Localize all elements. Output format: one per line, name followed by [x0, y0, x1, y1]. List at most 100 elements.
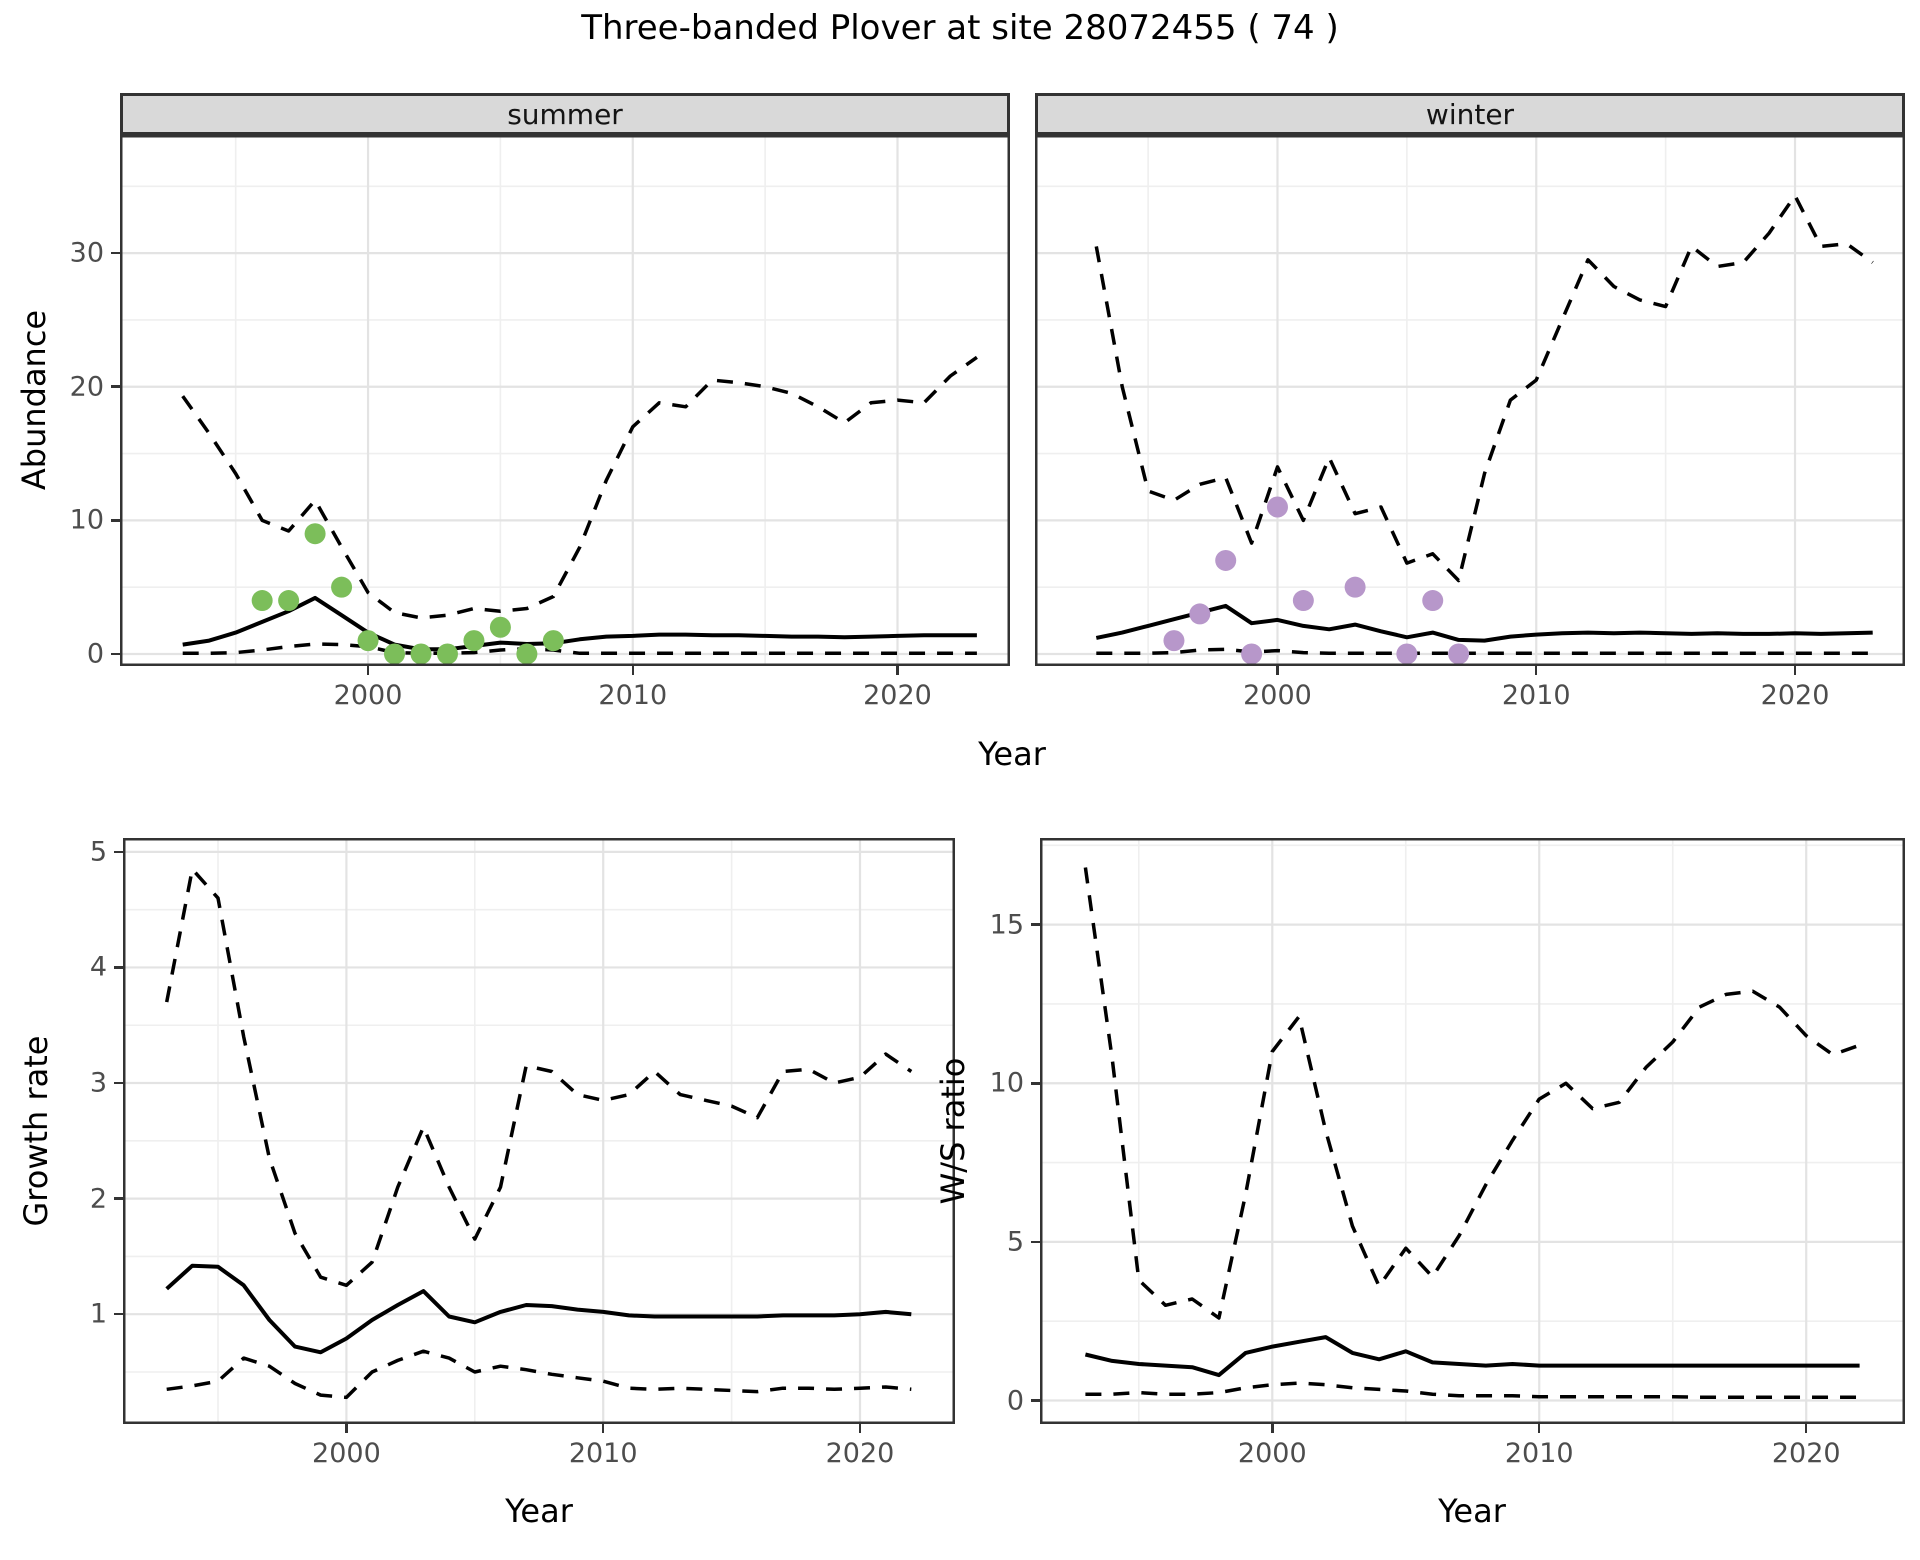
x-axis-tick-label: 2020 — [1771, 1438, 1841, 1469]
y-axis-tick-label: 4 — [89, 951, 107, 983]
x-axis-tick — [858, 1424, 862, 1433]
series-upper_CI-ws_ratio — [1083, 867, 1861, 1320]
data-point-winter — [1448, 643, 1470, 665]
x-axis-tick-label: 2000 — [333, 680, 403, 711]
x-axis-tick — [1793, 666, 1797, 675]
y-axis-tick — [114, 1197, 123, 1200]
y-axis-tick-label: 5 — [1006, 1226, 1024, 1258]
y-axis-tick-label: 3 — [89, 1067, 107, 1099]
y-axis-tick — [1031, 1082, 1040, 1085]
y-axis-title-growth-rate: Growth rate — [17, 1035, 55, 1227]
y-axis-tick-label: 1 — [89, 1298, 107, 1330]
data-point-summer — [384, 643, 406, 665]
x-axis-title-year-ws: Year — [1438, 1492, 1506, 1530]
facet-strip-summer: summer — [120, 93, 1010, 135]
y-axis-title-ws-ratio: W/S ratio — [934, 1057, 972, 1205]
y-axis-tick — [111, 385, 120, 388]
y-axis-tick — [1031, 923, 1040, 926]
facet-strip-summer-label: summer — [507, 97, 623, 131]
series-upper_CI-winter — [1094, 193, 1874, 583]
data-point-winter — [1422, 590, 1444, 612]
panel-ws-ratio — [1040, 838, 1905, 1424]
x-axis-tick-label: 2020 — [1760, 680, 1830, 711]
y-axis-tick-label: 15 — [989, 909, 1024, 941]
y-axis-title-abundance: Abundance — [15, 309, 53, 491]
x-axis-tick-label: 2000 — [312, 1438, 381, 1469]
data-point-summer — [489, 616, 511, 638]
x-axis-title-year-top: Year — [978, 735, 1046, 773]
data-point-summer — [251, 590, 273, 612]
x-axis-tick — [366, 666, 370, 675]
panel-growth-rate — [123, 838, 955, 1424]
panel-abundance-summer — [120, 135, 1010, 666]
x-axis-tick — [1534, 666, 1538, 675]
data-point-summer — [542, 630, 564, 652]
data-point-summer — [357, 630, 379, 652]
facet-strip-winter-label: winter — [1425, 97, 1515, 131]
series-median_fit-summer — [182, 595, 977, 652]
y-axis-tick-label: 20 — [69, 371, 104, 403]
y-axis-tick-label: 2 — [89, 1183, 107, 1215]
x-axis-tick-label: 2010 — [1501, 680, 1571, 711]
y-axis-tick-label: 10 — [989, 1067, 1024, 1099]
y-axis-tick-label: 5 — [89, 836, 107, 868]
data-point-winter — [1344, 576, 1366, 598]
x-axis-tick-label: 2010 — [598, 680, 668, 711]
series-lower_CI-growth_rate — [166, 1349, 912, 1400]
y-axis-tick — [114, 966, 123, 969]
x-axis-tick — [601, 1424, 605, 1433]
y-axis-tick — [111, 519, 120, 522]
data-point-winter — [1189, 603, 1211, 625]
data-point-winter — [1292, 590, 1314, 612]
x-axis-title-year-growth: Year — [505, 1492, 573, 1530]
x-axis-tick — [1271, 1424, 1274, 1433]
series-lower_CI-summer — [182, 642, 977, 656]
data-point-summer — [463, 630, 485, 652]
y-axis-tick — [114, 1312, 123, 1316]
series-lower_CI-ws_ratio — [1085, 1381, 1860, 1400]
data-point-winter — [1215, 549, 1237, 571]
series-upper_CI-summer — [181, 355, 978, 620]
y-axis-tick-label: 30 — [69, 237, 104, 269]
data-point-winter — [1266, 496, 1288, 518]
data-point-summer — [436, 643, 458, 665]
x-axis-tick — [1537, 1424, 1541, 1433]
y-axis-tick-label: 0 — [86, 638, 104, 670]
y-axis-tick-label: 10 — [69, 504, 104, 536]
data-point-winter — [1163, 630, 1185, 652]
data-point-summer — [304, 523, 326, 545]
series-median_fit-growth_rate — [165, 1263, 912, 1355]
y-axis-tick — [111, 652, 120, 656]
x-axis-tick-label: 2020 — [825, 1438, 895, 1469]
series-upper_CI-growth_rate — [164, 867, 913, 1288]
data-point-summer — [278, 590, 300, 612]
x-axis-tick-label: 2010 — [1504, 1438, 1574, 1469]
x-axis-tick-label: 2000 — [1243, 680, 1312, 711]
y-axis-tick — [1031, 1240, 1040, 1244]
data-point-summer — [516, 643, 538, 665]
y-axis-tick — [1031, 1399, 1040, 1402]
y-axis-tick-label: 0 — [1006, 1385, 1024, 1417]
data-point-winter — [1241, 643, 1263, 665]
series-median_fit-winter — [1095, 603, 1873, 643]
y-axis-tick — [114, 1081, 123, 1085]
data-point-summer — [331, 576, 353, 598]
x-axis-tick — [345, 1424, 348, 1433]
x-axis-tick-label: 2020 — [863, 680, 932, 711]
data-point-winter — [1396, 643, 1418, 665]
series-median_fit-ws_ratio — [1084, 1335, 1860, 1378]
x-axis-tick — [1804, 1424, 1808, 1433]
x-axis-tick-label: 2010 — [568, 1438, 638, 1469]
plot-title: Three-banded Plover at site 28072455 ( 7… — [581, 8, 1339, 48]
series-lower_CI-winter — [1096, 647, 1873, 656]
x-axis-tick-label: 2000 — [1237, 1438, 1307, 1469]
y-axis-tick — [114, 850, 123, 854]
x-axis-tick — [896, 666, 899, 675]
x-axis-tick — [1276, 666, 1279, 675]
panel-abundance-winter — [1035, 135, 1905, 666]
x-axis-tick — [631, 666, 635, 675]
y-axis-tick — [111, 251, 120, 255]
data-point-summer — [410, 643, 432, 665]
facet-strip-winter: winter — [1035, 93, 1905, 135]
